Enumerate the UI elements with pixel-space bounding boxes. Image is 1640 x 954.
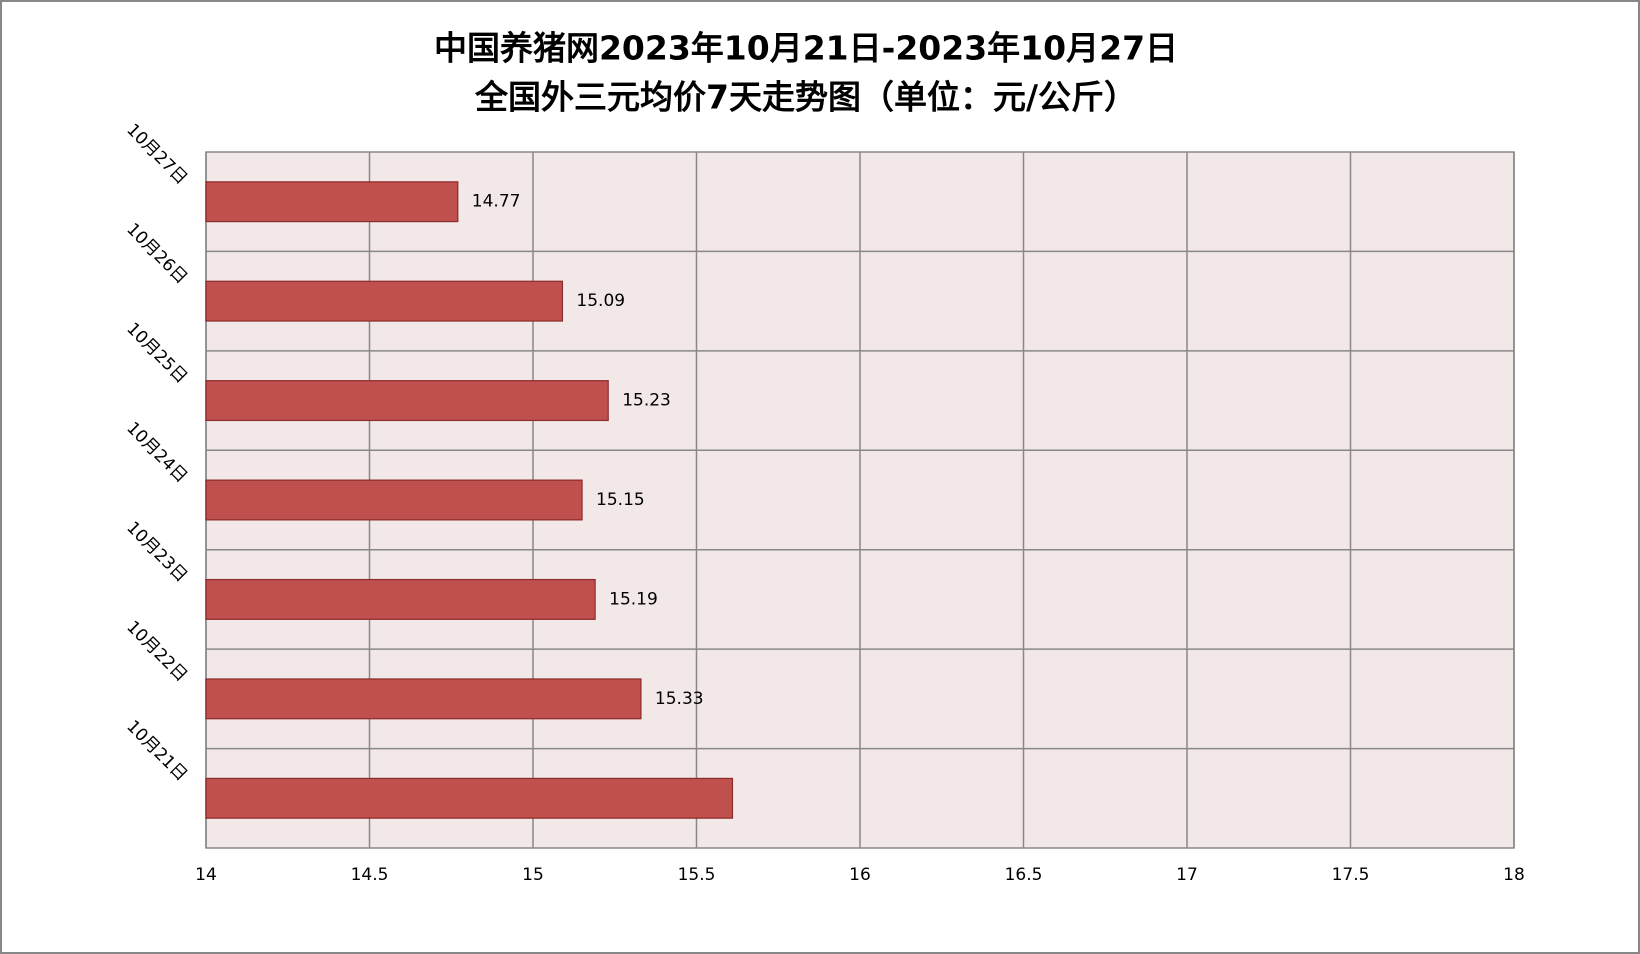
value-label: 14.77 xyxy=(472,192,521,212)
value-label: 15.19 xyxy=(609,589,658,609)
x-tick-label: 14.5 xyxy=(351,865,389,885)
value-label: 15.15 xyxy=(596,490,645,510)
x-tick-label: 16.5 xyxy=(1005,865,1043,885)
value-label: 15.09 xyxy=(576,291,625,311)
bar xyxy=(205,181,459,223)
x-tick-label: 16 xyxy=(849,865,871,885)
x-tick-label: 14 xyxy=(195,865,217,885)
x-tick-label: 17.5 xyxy=(1332,865,1370,885)
x-tick-label: 15 xyxy=(522,865,544,885)
bar xyxy=(205,380,609,422)
x-tick-label: 17 xyxy=(1176,865,1198,885)
bar xyxy=(205,479,583,521)
chart-title: 中国养猪网2023年10月21日-2023年10月27日 xyxy=(434,29,1178,68)
x-tick-label: 15.5 xyxy=(678,865,716,885)
value-label: 15.23 xyxy=(622,391,671,411)
bar xyxy=(205,777,734,819)
x-tick-label: 18 xyxy=(1503,865,1525,885)
bar xyxy=(205,280,564,322)
value-label: 15.33 xyxy=(655,689,704,709)
bar xyxy=(205,678,642,720)
bar xyxy=(205,578,596,620)
chart-title: 全国外三元均价7天走势图（单位：元/公斤） xyxy=(474,78,1137,117)
